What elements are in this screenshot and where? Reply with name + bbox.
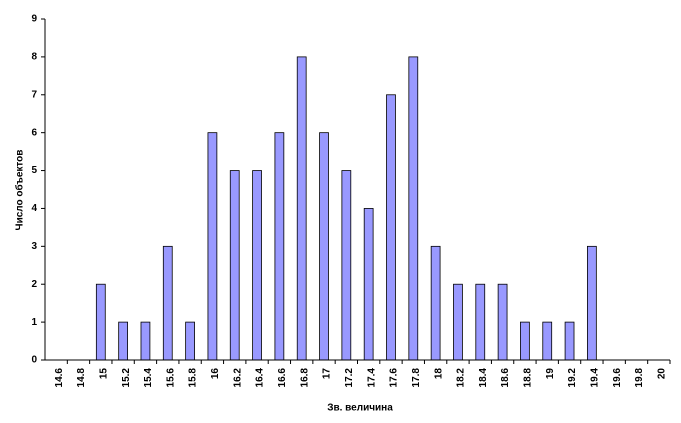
y-axis-label: Число объектов <box>14 150 26 231</box>
y-tick-label: 3 <box>31 241 37 252</box>
bar <box>363 208 374 361</box>
x-tick-label: 19.4 <box>590 368 601 388</box>
x-tick-label: 15 <box>98 368 109 380</box>
bar <box>475 283 486 361</box>
x-tick-label: 18.4 <box>478 368 489 388</box>
bar <box>408 56 419 361</box>
bar <box>520 321 530 361</box>
bar <box>319 132 329 361</box>
bar <box>497 283 508 361</box>
x-tick-label: 17.8 <box>411 368 422 388</box>
y-tick-label: 5 <box>31 165 37 176</box>
x-tick-label: 18.6 <box>500 368 511 388</box>
x-tick-label: 15.8 <box>188 368 199 388</box>
y-tick-label: 6 <box>31 127 37 138</box>
x-tick-label: 19 <box>545 368 556 380</box>
x-tick-label: 15.6 <box>165 368 176 388</box>
x-tick-label: 17.2 <box>344 368 355 388</box>
x-tick-label: 14.6 <box>54 368 65 388</box>
bar <box>453 283 463 361</box>
y-tick-label: 7 <box>31 89 37 100</box>
x-tick-label: 18 <box>433 368 444 380</box>
y-tick-label: 2 <box>31 279 37 290</box>
x-tick-label: 18.2 <box>456 368 467 388</box>
bar <box>274 132 285 361</box>
bar <box>386 94 396 361</box>
bar <box>296 56 307 361</box>
x-tick-label: 19.2 <box>567 368 578 388</box>
y-tick-label: 4 <box>31 203 37 214</box>
x-tick-label: 18.8 <box>523 368 534 388</box>
x-tick-label: 16.4 <box>255 368 266 388</box>
bar <box>162 245 173 361</box>
x-axis-label: Зв. величина <box>327 403 393 414</box>
x-tick-label: 16 <box>210 368 221 380</box>
x-tick-label: 16.8 <box>299 368 310 388</box>
bar <box>229 170 240 361</box>
bar <box>118 321 128 361</box>
y-tick-label: 8 <box>31 52 37 63</box>
bar <box>252 170 262 361</box>
bar <box>185 321 195 361</box>
bar <box>587 245 597 361</box>
y-tick-label: 9 <box>31 14 37 25</box>
x-tick-label: 17.4 <box>366 368 377 388</box>
x-tick-label: 17 <box>322 368 333 380</box>
bar <box>341 170 352 361</box>
y-tick-label: 1 <box>31 317 37 328</box>
x-tick-label: 16.6 <box>277 368 288 388</box>
x-tick-label: 15.4 <box>143 368 154 388</box>
bar <box>564 321 575 361</box>
x-tick-label: 20 <box>656 368 667 380</box>
x-tick-label: 15.2 <box>121 368 132 388</box>
bar <box>430 245 441 361</box>
x-tick-label: 14.8 <box>76 368 87 388</box>
x-tick-label: 17.6 <box>389 368 400 388</box>
x-tick-label: 19.8 <box>634 368 645 388</box>
bar <box>140 321 151 361</box>
y-tick-label: 0 <box>31 355 37 366</box>
x-tick-label: 16.2 <box>232 368 243 388</box>
bar <box>95 283 106 361</box>
x-tick-label: 19.6 <box>612 368 623 388</box>
bar <box>207 132 218 361</box>
bar <box>542 321 553 361</box>
